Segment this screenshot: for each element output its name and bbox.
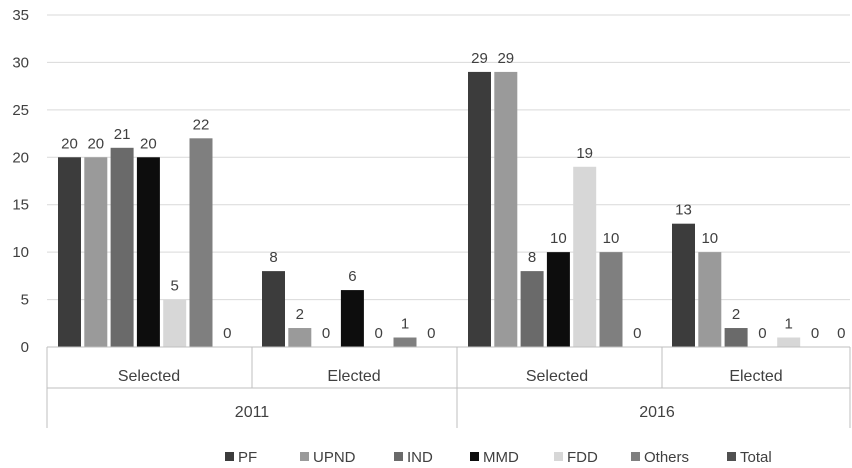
y-tick-label: 20 xyxy=(12,149,29,166)
bar-pf xyxy=(58,157,81,347)
x-category-label: Selected xyxy=(118,368,180,385)
data-label: 10 xyxy=(701,230,718,247)
x-axis: Selected Elected Selected Elected 2011 2016 xyxy=(46,346,851,428)
legend-swatch xyxy=(470,452,479,461)
bar-mmd xyxy=(136,157,160,347)
legend-label: FDD xyxy=(567,449,598,466)
legend-swatch xyxy=(727,452,736,461)
bar-upnd xyxy=(288,328,312,347)
y-tick-label: 25 xyxy=(12,102,29,119)
data-label: 2 xyxy=(296,306,304,323)
legend-label: PF xyxy=(238,449,257,466)
data-label: 10 xyxy=(603,230,620,247)
data-label: 8 xyxy=(528,249,536,266)
x-category-label: Elected xyxy=(327,368,380,385)
y-tick-label: 0 xyxy=(21,339,29,356)
data-label: 0 xyxy=(837,325,845,342)
bar-pf xyxy=(672,223,695,347)
x-group-label: 2011 xyxy=(235,404,270,421)
data-label: 20 xyxy=(61,135,78,152)
legend-label: MMD xyxy=(483,449,519,466)
legend-swatch xyxy=(631,452,640,461)
y-tick-label: 10 xyxy=(12,244,29,261)
bar-others xyxy=(599,252,623,347)
bar-ind xyxy=(110,147,134,347)
legend-swatch xyxy=(394,452,403,461)
bar-upnd xyxy=(494,71,518,348)
legend: PF UPND IND MMD FDD Others Total xyxy=(225,449,772,466)
legend-label: UPND xyxy=(313,449,356,466)
data-label: 0 xyxy=(375,325,383,342)
y-axis: 0 5 10 15 20 25 30 35 xyxy=(12,7,29,356)
data-label: 6 xyxy=(348,268,356,285)
data-label: 1 xyxy=(785,316,793,333)
data-label: 29 xyxy=(497,50,514,67)
bars xyxy=(58,71,801,348)
legend-swatch xyxy=(225,452,234,461)
bar-others xyxy=(189,138,213,347)
data-label: 0 xyxy=(811,325,819,342)
data-label: 0 xyxy=(223,325,231,342)
data-label: 0 xyxy=(633,325,641,342)
legend-label: IND xyxy=(407,449,433,466)
bar-fdd xyxy=(573,166,597,347)
bar-mmd xyxy=(546,252,570,347)
data-label: 0 xyxy=(758,325,766,342)
data-label: 19 xyxy=(576,145,593,162)
bar-fdd xyxy=(163,299,187,347)
data-label: 29 xyxy=(471,50,488,67)
legend-swatch xyxy=(300,452,309,461)
legend-label: Total xyxy=(740,449,772,466)
x-group-label: 2016 xyxy=(639,404,675,421)
data-label: 5 xyxy=(171,278,179,295)
bar-ind xyxy=(724,328,748,347)
x-category-label: Elected xyxy=(729,368,782,385)
bar-upnd xyxy=(84,157,108,347)
x-category-label: Selected xyxy=(526,368,588,385)
data-label: 20 xyxy=(87,135,104,152)
y-tick-label: 35 xyxy=(12,7,29,24)
data-label: 20 xyxy=(140,135,157,152)
data-label: 22 xyxy=(193,116,210,133)
gridlines xyxy=(47,14,850,301)
legend-label: Others xyxy=(644,449,689,466)
y-tick-label: 30 xyxy=(12,54,29,71)
bar-mmd xyxy=(340,290,364,347)
data-label: 21 xyxy=(114,126,131,143)
data-label: 2 xyxy=(732,306,740,323)
data-label: 8 xyxy=(269,249,277,266)
data-label: 10 xyxy=(550,230,567,247)
y-tick-label: 15 xyxy=(12,197,29,214)
data-label: 13 xyxy=(675,202,692,219)
y-tick-label: 5 xyxy=(21,292,29,309)
bar-fdd xyxy=(777,337,801,347)
bar-pf xyxy=(468,71,491,348)
legend-swatch xyxy=(554,452,563,461)
bar-pf xyxy=(262,271,285,347)
data-label: 0 xyxy=(427,325,435,342)
bar-others xyxy=(393,337,417,347)
bar-ind xyxy=(520,271,544,347)
data-label: 1 xyxy=(401,316,409,333)
bar-upnd xyxy=(698,252,722,347)
data-label: 0 xyxy=(322,325,330,342)
